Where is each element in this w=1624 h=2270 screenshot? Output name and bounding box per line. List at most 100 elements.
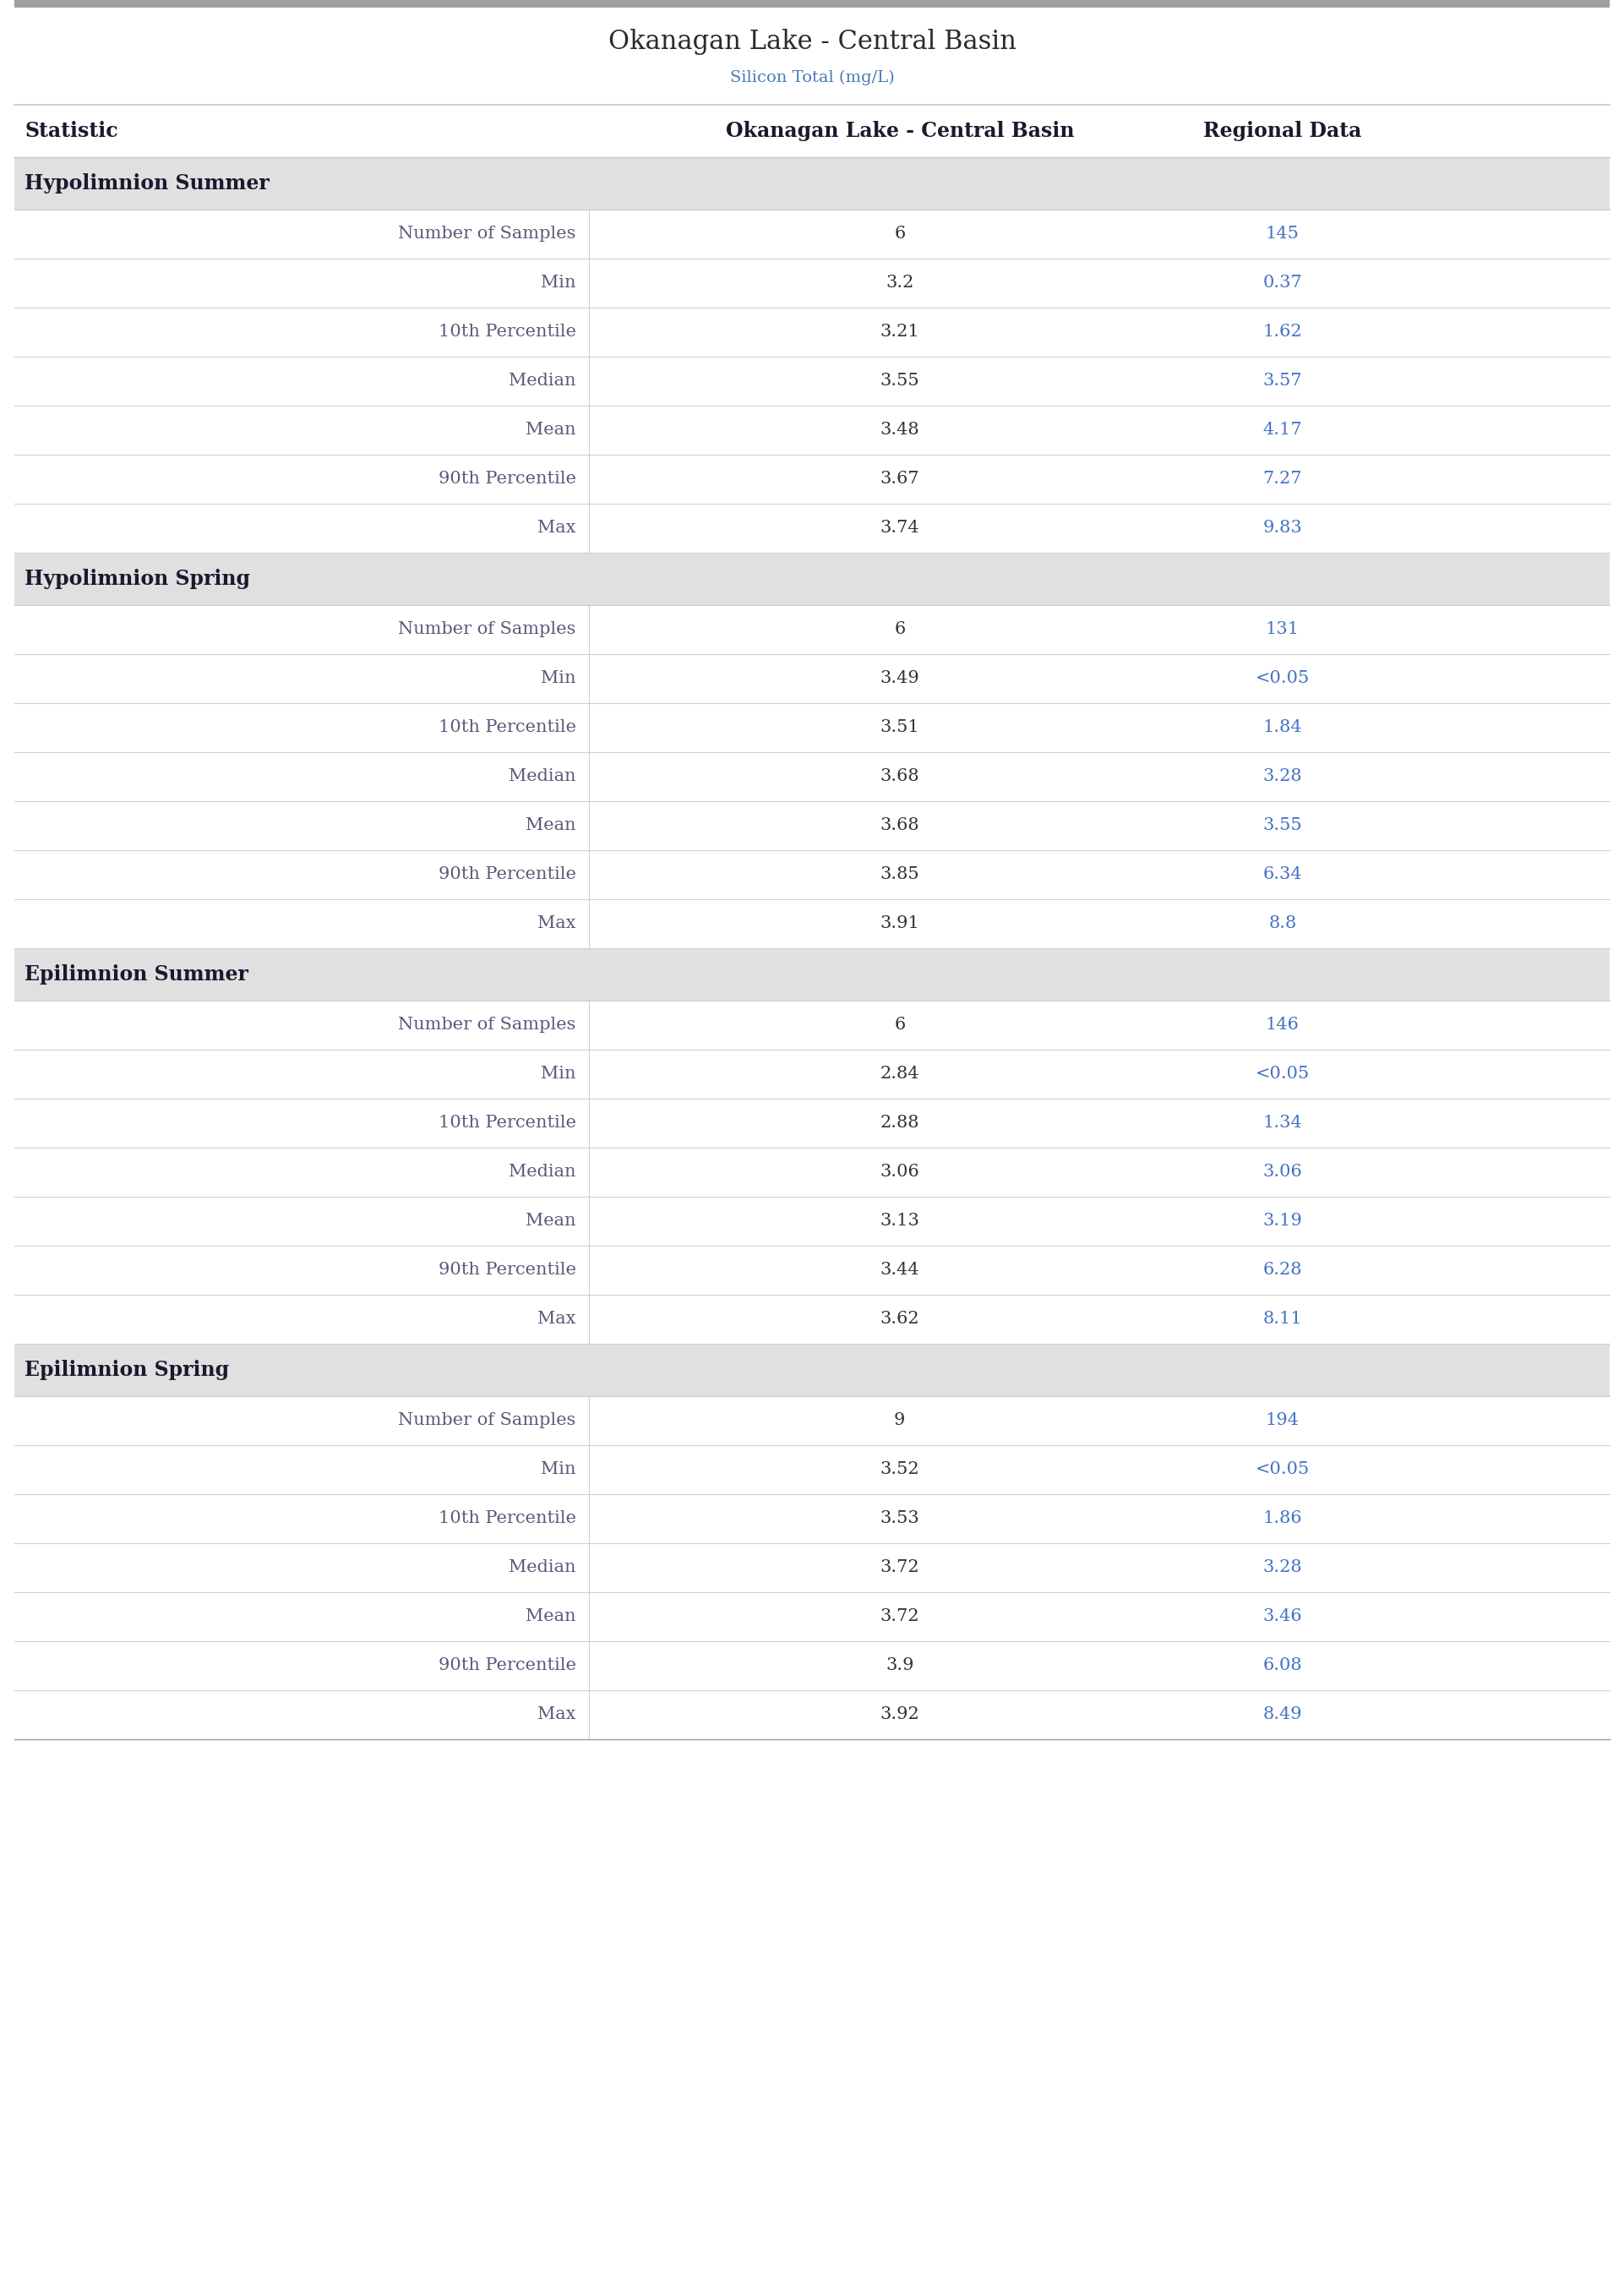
Bar bbox=[15, 1099, 1609, 1149]
Bar bbox=[15, 1344, 1609, 1396]
Bar bbox=[15, 899, 1609, 949]
Text: 3.91: 3.91 bbox=[880, 915, 919, 931]
Text: 3.06: 3.06 bbox=[880, 1165, 919, 1180]
Bar bbox=[15, 654, 1609, 704]
Text: 8.49: 8.49 bbox=[1263, 1707, 1302, 1723]
Bar bbox=[15, 406, 1609, 454]
Text: Okanagan Lake - Central Basin: Okanagan Lake - Central Basin bbox=[726, 120, 1073, 141]
Text: 3.49: 3.49 bbox=[880, 670, 919, 686]
Text: 3.55: 3.55 bbox=[880, 372, 919, 388]
Bar bbox=[15, 356, 1609, 406]
Text: 3.53: 3.53 bbox=[880, 1510, 919, 1528]
Text: 6.28: 6.28 bbox=[1263, 1262, 1302, 1278]
Text: 6: 6 bbox=[895, 622, 905, 638]
Text: 3.28: 3.28 bbox=[1263, 1559, 1302, 1575]
Text: 3.21: 3.21 bbox=[880, 325, 919, 340]
Text: 3.44: 3.44 bbox=[880, 1262, 919, 1278]
Text: 3.68: 3.68 bbox=[880, 770, 919, 785]
Text: 2.88: 2.88 bbox=[880, 1115, 919, 1130]
Text: 3.85: 3.85 bbox=[880, 867, 919, 883]
Text: 90th Percentile: 90th Percentile bbox=[438, 1657, 577, 1673]
Text: Epilimnion Spring: Epilimnion Spring bbox=[24, 1360, 229, 1380]
Text: Number of Samples: Number of Samples bbox=[398, 1017, 577, 1033]
Text: Max: Max bbox=[538, 1707, 577, 1723]
Text: 8.8: 8.8 bbox=[1268, 915, 1296, 931]
Bar bbox=[15, 1149, 1609, 1196]
Bar bbox=[15, 751, 1609, 801]
Text: Mean: Mean bbox=[526, 1212, 577, 1230]
Text: <0.05: <0.05 bbox=[1255, 1462, 1309, 1478]
Bar bbox=[15, 1691, 1609, 1739]
Text: 3.52: 3.52 bbox=[880, 1462, 919, 1478]
Text: 10th Percentile: 10th Percentile bbox=[438, 325, 577, 340]
Text: 3.72: 3.72 bbox=[880, 1609, 919, 1625]
Bar bbox=[15, 1446, 1609, 1494]
Text: Min: Min bbox=[541, 1462, 577, 1478]
Text: Max: Max bbox=[538, 1312, 577, 1328]
Text: 1.62: 1.62 bbox=[1263, 325, 1302, 340]
Text: 3.68: 3.68 bbox=[880, 817, 919, 833]
Text: Median: Median bbox=[508, 1559, 577, 1575]
Bar bbox=[15, 1544, 1609, 1591]
Text: Number of Samples: Number of Samples bbox=[398, 1412, 577, 1428]
Bar bbox=[15, 0, 1609, 7]
Bar bbox=[15, 1396, 1609, 1446]
Bar bbox=[15, 851, 1609, 899]
Text: 3.62: 3.62 bbox=[880, 1312, 919, 1328]
Bar bbox=[15, 1049, 1609, 1099]
Text: 3.28: 3.28 bbox=[1263, 770, 1302, 785]
Bar bbox=[15, 1196, 1609, 1246]
Text: 8.11: 8.11 bbox=[1263, 1312, 1302, 1328]
Text: 6.08: 6.08 bbox=[1263, 1657, 1302, 1673]
Text: 3.74: 3.74 bbox=[880, 520, 919, 536]
Text: Okanagan Lake - Central Basin: Okanagan Lake - Central Basin bbox=[607, 30, 1017, 54]
Text: 4.17: 4.17 bbox=[1263, 422, 1302, 438]
Text: Median: Median bbox=[508, 770, 577, 785]
Text: 10th Percentile: 10th Percentile bbox=[438, 1115, 577, 1130]
Text: 90th Percentile: 90th Percentile bbox=[438, 1262, 577, 1278]
Text: 10th Percentile: 10th Percentile bbox=[438, 1510, 577, 1528]
Text: 194: 194 bbox=[1265, 1412, 1299, 1428]
Bar bbox=[15, 209, 1609, 259]
Text: <0.05: <0.05 bbox=[1255, 1067, 1309, 1083]
Text: Median: Median bbox=[508, 1165, 577, 1180]
Text: 1.34: 1.34 bbox=[1263, 1115, 1302, 1130]
Bar bbox=[15, 1641, 1609, 1691]
Text: Mean: Mean bbox=[526, 1609, 577, 1625]
Text: Min: Min bbox=[541, 670, 577, 686]
Text: 3.48: 3.48 bbox=[880, 422, 919, 438]
Text: 3.92: 3.92 bbox=[880, 1707, 919, 1723]
Bar bbox=[15, 7, 1609, 104]
Text: 3.13: 3.13 bbox=[880, 1212, 919, 1230]
Bar bbox=[15, 801, 1609, 851]
Text: 3.19: 3.19 bbox=[1262, 1212, 1302, 1230]
Bar bbox=[15, 704, 1609, 751]
Text: 6: 6 bbox=[895, 227, 905, 243]
Text: Median: Median bbox=[508, 372, 577, 388]
Bar bbox=[15, 1591, 1609, 1641]
Text: 3.51: 3.51 bbox=[880, 720, 919, 735]
Text: 3.46: 3.46 bbox=[1263, 1609, 1302, 1625]
Bar bbox=[15, 259, 1609, 309]
Text: 3.57: 3.57 bbox=[1263, 372, 1302, 388]
Text: 90th Percentile: 90th Percentile bbox=[438, 472, 577, 488]
Text: 6: 6 bbox=[895, 1017, 905, 1033]
Text: Statistic: Statistic bbox=[24, 120, 119, 141]
Text: 2.84: 2.84 bbox=[880, 1067, 919, 1083]
Bar bbox=[15, 552, 1609, 606]
Bar bbox=[15, 104, 1609, 157]
Bar bbox=[15, 1246, 1609, 1294]
Text: 1.86: 1.86 bbox=[1263, 1510, 1302, 1528]
Text: 3.67: 3.67 bbox=[880, 472, 919, 488]
Text: Min: Min bbox=[541, 1067, 577, 1083]
Text: 131: 131 bbox=[1265, 622, 1299, 638]
Bar bbox=[15, 606, 1609, 654]
Text: 1.84: 1.84 bbox=[1263, 720, 1302, 735]
Text: 7.27: 7.27 bbox=[1263, 472, 1302, 488]
Bar bbox=[15, 1494, 1609, 1544]
Text: Epilimnion Summer: Epilimnion Summer bbox=[24, 965, 248, 985]
Text: <0.05: <0.05 bbox=[1255, 670, 1309, 686]
Text: 90th Percentile: 90th Percentile bbox=[438, 867, 577, 883]
Text: Hypolimnion Summer: Hypolimnion Summer bbox=[24, 173, 270, 193]
Text: 3.2: 3.2 bbox=[885, 275, 914, 291]
